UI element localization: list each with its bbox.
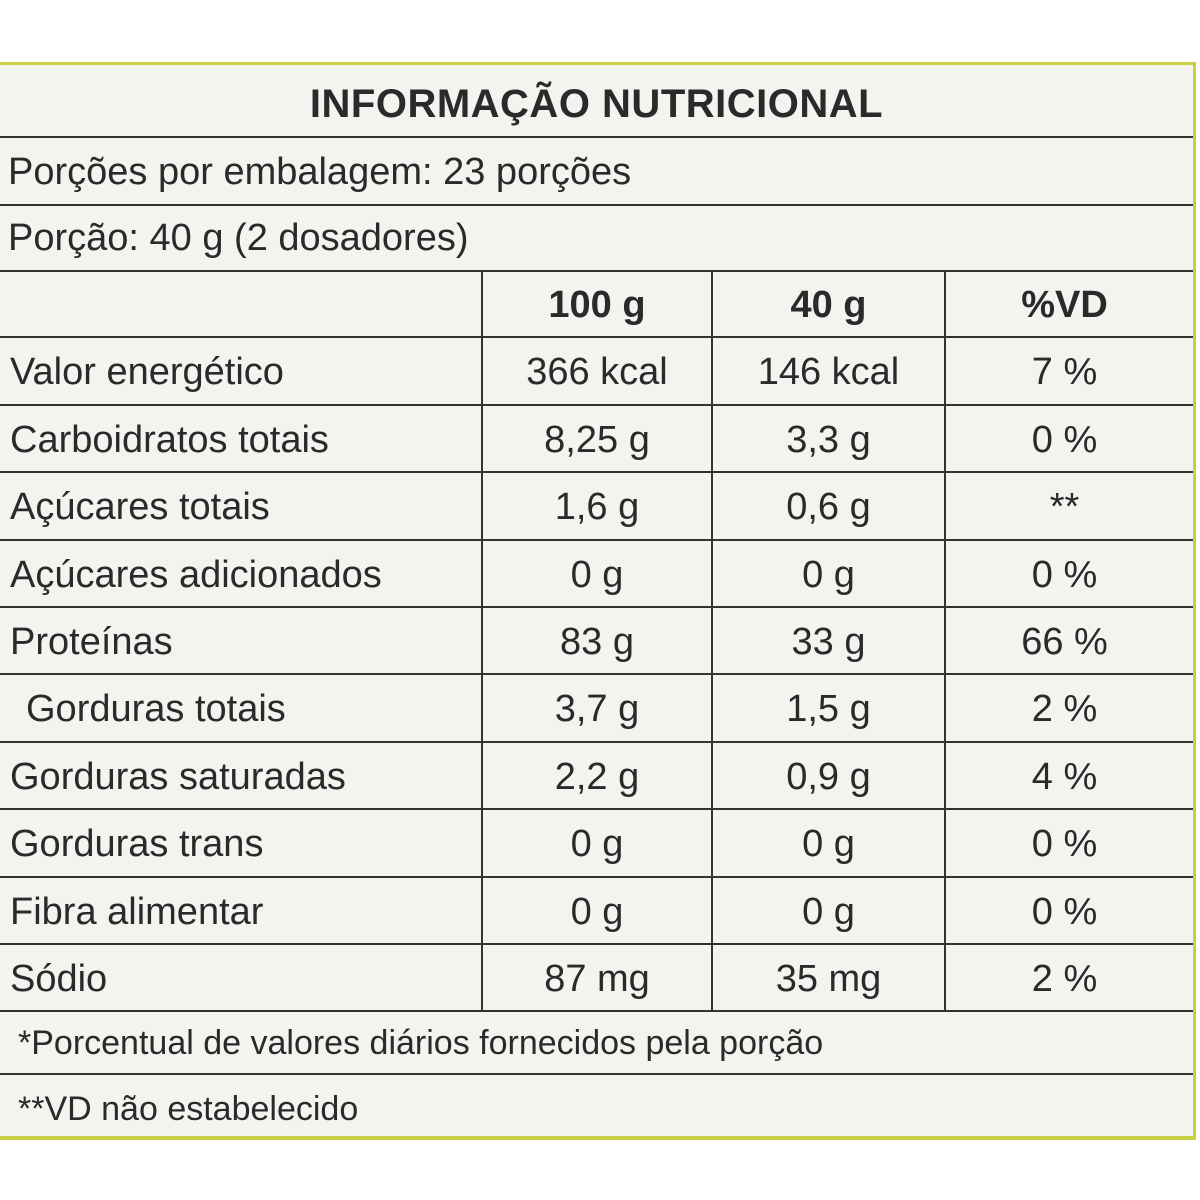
header-nutrient [0, 271, 483, 337]
value-vd: 66 % [1021, 620, 1108, 663]
value-vd: 2 % [1031, 688, 1098, 731]
value-vd: 2 % [1031, 957, 1098, 1000]
nutrient-name: Carboidratos totais [0, 405, 483, 472]
header-vd: %VD [1021, 284, 1108, 326]
value-per-serving: 0 g [713, 540, 946, 606]
value-per-100g: 87 mg [483, 944, 713, 1011]
servings-per-package: Porções por embalagem: 23 porções [0, 138, 1193, 206]
nutrition-label: INFORMAÇÃO NUTRICIONAL Porções por embal… [0, 62, 1196, 1140]
value-per-serving: 3,3 g [713, 405, 946, 472]
value-per-serving: 0,6 g [713, 473, 946, 539]
value-per-100g: 83 g [483, 607, 713, 674]
value-per-100g: 0 g [483, 877, 713, 943]
value-per-serving: 146 kcal [713, 338, 946, 404]
nutrition-table: 100 g 40 g %VD Valor energético 366 kcal… [0, 271, 1193, 1013]
nutrient-name: Fibra alimentar [0, 877, 483, 943]
table-row: Proteínas 83 g 33 g 66 % [0, 607, 1193, 676]
value-per-serving: 0 g [713, 877, 946, 943]
nutrient-name: Gorduras saturadas [0, 742, 483, 809]
nutrient-name: Açúcares totais [0, 473, 483, 539]
table-row: Gorduras saturadas 2,2 g 0,9 g 4 % [0, 742, 1193, 811]
value-per-serving: 0 g [713, 810, 946, 876]
table-row: Carboidratos totais 8,25 g 3,3 g 0 % [0, 405, 1193, 474]
value-per-100g: 366 kcal [483, 338, 713, 404]
nutrient-name: Açúcares adicionados [0, 540, 483, 606]
value-per-100g: 3,7 g [483, 675, 713, 741]
value-per-100g: 2,2 g [483, 742, 713, 809]
value-per-100g: 0 g [483, 540, 713, 606]
footnote-vd-percent: *Porcentual de valores diários fornecido… [0, 1008, 1193, 1075]
value-per-100g: 0 g [483, 810, 713, 876]
header-per-serving: 40 g [713, 271, 946, 337]
nutrient-name: Valor energético [0, 338, 483, 404]
table-header-row: 100 g 40 g %VD [0, 271, 1193, 339]
value-per-100g: 1,6 g [483, 473, 713, 539]
value-vd: 0 % [1031, 418, 1098, 461]
value-per-serving: 35 mg [713, 944, 946, 1011]
value-vd: 0 % [1031, 553, 1098, 596]
label-title: INFORMAÇÃO NUTRICIONAL [0, 65, 1193, 138]
table-row: Gorduras trans 0 g 0 g 0 % [0, 810, 1193, 878]
value-vd: 0 % [1031, 823, 1098, 866]
serving-size: Porção: 40 g (2 dosadores) [0, 204, 1193, 272]
nutrient-name: Sódio [0, 944, 483, 1011]
nutrient-name: Gorduras totais [0, 675, 483, 741]
value-per-100g: 8,25 g [483, 405, 713, 472]
value-vd: 4 % [1031, 755, 1098, 798]
nutrient-name: Gorduras trans [0, 810, 483, 876]
value-per-serving: 1,5 g [713, 675, 946, 741]
table-row: Sódio 87 mg 35 mg 2 % [0, 944, 1193, 1013]
value-vd: 0 % [1031, 890, 1098, 933]
header-per-100g: 100 g [483, 271, 713, 337]
value-per-serving: 33 g [713, 607, 946, 674]
footnote-vd-not-established: **VD não estabelecido [18, 1090, 359, 1128]
value-vd: ** [1049, 486, 1080, 529]
table-row: Açúcares totais 1,6 g 0,6 g ** [0, 473, 1193, 541]
table-row: Açúcares adicionados 0 g 0 g 0 % [0, 540, 1193, 608]
nutrient-name: Proteínas [0, 607, 483, 674]
table-row: Fibra alimentar 0 g 0 g 0 % [0, 877, 1193, 945]
table-row: Gorduras totais 3,7 g 1,5 g 2 % [0, 675, 1193, 743]
value-vd: 7 % [1031, 351, 1098, 394]
table-row: Valor energético 366 kcal 146 kcal 7 % [0, 338, 1193, 406]
value-per-serving: 0,9 g [713, 742, 946, 809]
